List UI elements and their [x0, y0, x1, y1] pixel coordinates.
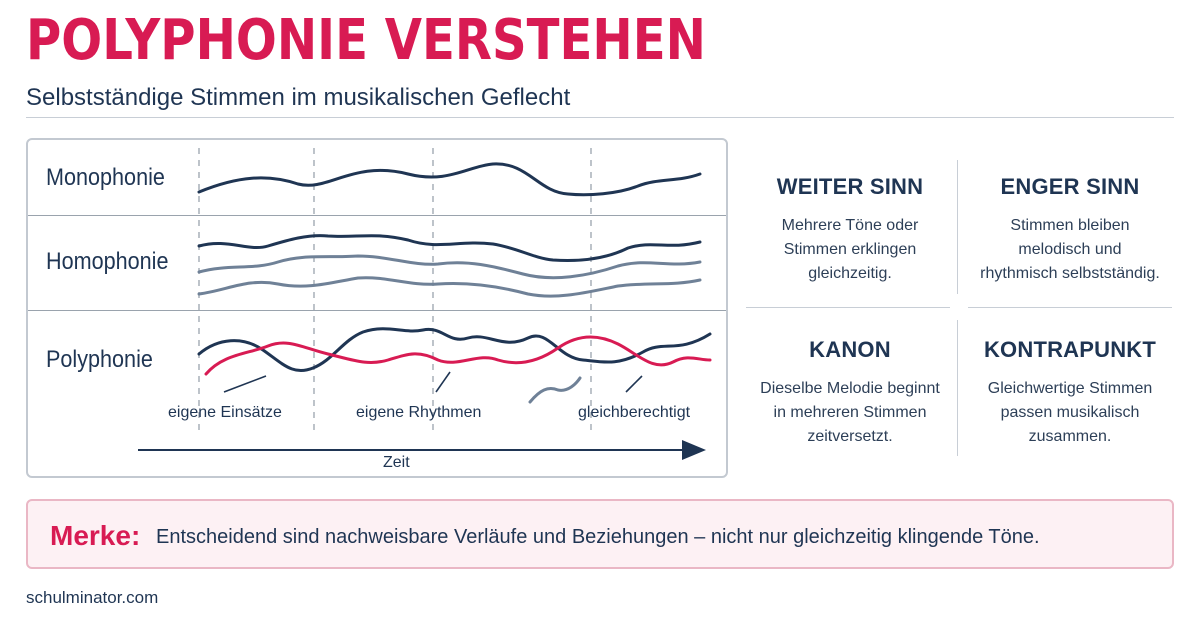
definition-weiter-sinn: WEITER SINN Mehrere Töne oder Stimmen er…: [740, 174, 960, 286]
grid-horizontal-divider: [746, 307, 950, 308]
voice-lines-svg: [138, 148, 712, 460]
time-gridlines: [198, 148, 592, 430]
polyphonie-voice-red: [204, 335, 712, 376]
note-key: Merke:: [50, 520, 141, 551]
definition-enger-sinn: ENGER SINN Stimmen bleiben melodisch und…: [960, 174, 1180, 286]
definition-text: Dieselbe Melodie beginnt in mehreren Sti…: [760, 380, 940, 445]
definition-kontrapunkt: KONTRAPUNKT Gleichwertige Stimmen passen…: [960, 337, 1180, 449]
row-divider: [28, 215, 726, 216]
grid-vertical-divider: [957, 320, 958, 456]
homophonie-voice-3: [197, 276, 702, 298]
definition-title: ENGER SINN: [1000, 174, 1140, 199]
note-text: Entscheidend sind nachweisbare Verläufe …: [156, 526, 1040, 548]
texture-diagram-panel: Monophonie Homophonie Polyphonie: [26, 138, 728, 478]
page-title: POLYPHONIE VERSTEHEN: [26, 8, 706, 73]
row-label-monophonie: Monophonie: [46, 164, 165, 191]
definition-title: KONTRAPUNKT: [983, 337, 1157, 362]
grid-vertical-divider: [957, 160, 958, 294]
annotation-leader-lines: [223, 371, 643, 393]
definition-text: Gleichwertige Stimmen passen musikalisch…: [987, 380, 1153, 445]
row-divider: [28, 310, 726, 311]
header-divider: [26, 117, 1174, 118]
grid-horizontal-divider: [968, 307, 1172, 308]
row-label-homophonie: Homophonie: [46, 248, 169, 275]
annotation-gleichberechtigt: gleichberechtigt: [578, 404, 691, 421]
footer-source: schulminator.com: [26, 588, 159, 607]
definition-text: Mehrere Töne oder Stimmen erklingen glei…: [781, 217, 919, 282]
homophonie-voice-2: [197, 254, 702, 280]
page-subtitle: Selbstständige Stimmen im musikalischen …: [26, 84, 571, 111]
definitions-grid: WEITER SINN Mehrere Töne oder Stimmen er…: [740, 150, 1180, 470]
homophonie-voice-1: [197, 234, 702, 262]
annotation-eigene-rhythmen: eigene Rhythmen: [356, 404, 482, 421]
note-box: Merke: Entscheidend sind nachweisbare Ve…: [26, 499, 1174, 569]
definition-kanon: KANON Dieselbe Melodie beginnt in mehrer…: [740, 337, 960, 449]
definition-text: Stimmen bleiben melodisch und rhythmisch…: [980, 217, 1160, 282]
time-axis-label: Zeit: [383, 454, 410, 471]
polyphonie-voice-slate: [528, 376, 582, 404]
definition-title: WEITER SINN: [776, 174, 924, 199]
monophonie-voice: [197, 162, 702, 197]
annotation-eigene-einsaetze: eigene Einsätze: [168, 404, 282, 421]
polyphonie-voice-navy: [197, 327, 712, 373]
row-label-polyphonie: Polyphonie: [46, 346, 153, 373]
definition-title: KANON: [809, 337, 891, 362]
